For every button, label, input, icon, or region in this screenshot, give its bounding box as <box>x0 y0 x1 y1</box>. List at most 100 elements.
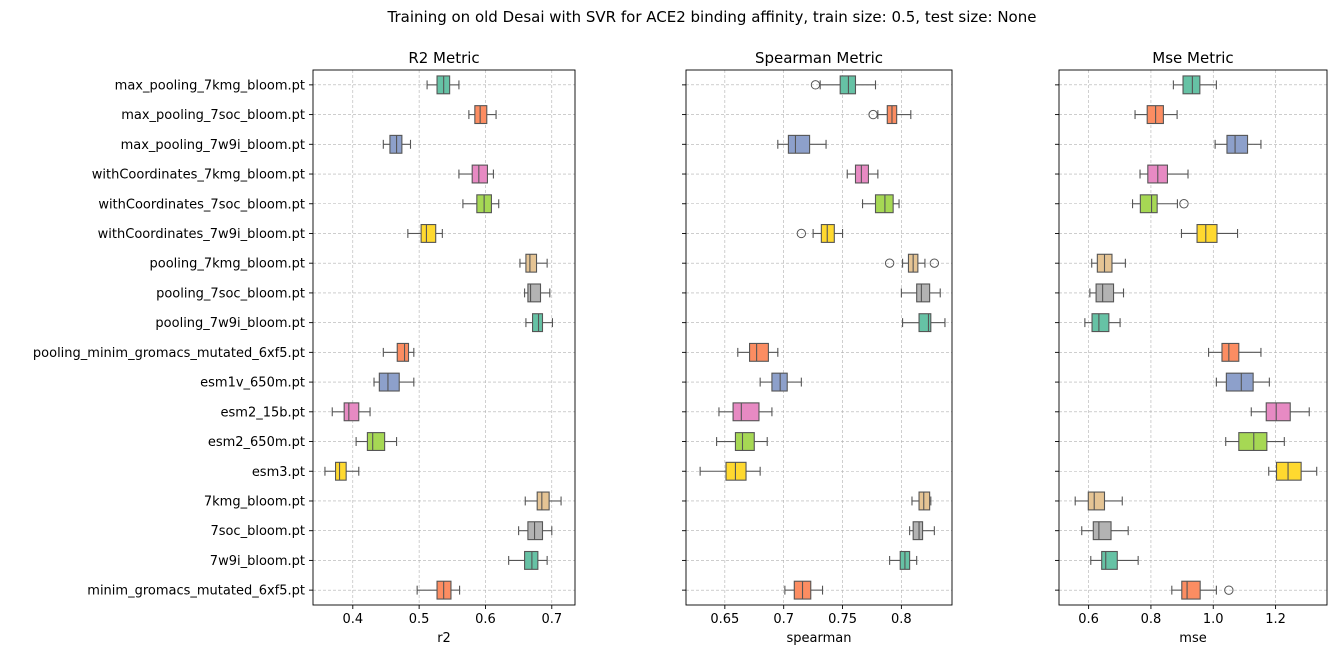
figure-title: Training on old Desai with SVR for ACE2 … <box>387 8 1037 26</box>
outlier-point <box>868 109 878 120</box>
box-body <box>1181 580 1201 600</box>
box-5 <box>462 194 500 214</box>
x-tick-label: 1.2 <box>1265 612 1286 627</box>
box-body <box>474 105 488 125</box>
box-body <box>918 313 932 333</box>
box-body <box>527 521 544 541</box>
box-13 <box>716 432 768 451</box>
box-5 <box>1131 194 1189 214</box>
box-body <box>536 491 550 511</box>
axes-frame <box>685 69 953 606</box>
axes-frame <box>1058 69 1328 606</box>
box-body <box>527 283 542 303</box>
y-tick-label: 7kmg_bloom.pt <box>204 494 305 509</box>
box-body <box>820 224 835 243</box>
box-9 <box>525 313 553 333</box>
panel-title: Spearman Metric <box>755 49 883 67</box>
box-16 <box>1081 521 1129 541</box>
x-tick-label: 0.8 <box>891 612 912 627</box>
y-tick-label: max_pooling_7kmg_bloom.pt <box>115 78 305 93</box>
box-18 <box>784 580 824 600</box>
box-body <box>732 402 760 422</box>
box-body <box>531 313 544 333</box>
box-15 <box>524 491 562 511</box>
box-5 <box>861 194 900 214</box>
box-body <box>343 402 360 422</box>
box-body <box>471 164 488 184</box>
y-tick-label: withCoordinates_7w9i_bloom.pt <box>98 227 305 242</box>
box-15 <box>911 491 932 511</box>
box-2 <box>468 105 497 125</box>
y-tick-label: 7soc_bloom.pt <box>210 524 305 539</box>
y-tick-label: esm2_15b.pt <box>221 405 305 420</box>
box-body <box>1095 283 1115 303</box>
y-tick-label: pooling_minim_gromacs_mutated_6xf5.pt <box>33 346 305 361</box>
box-17 <box>1090 550 1139 570</box>
x-tick-label: 0.6 <box>475 612 496 627</box>
box-body <box>771 372 788 392</box>
box-body <box>378 372 400 392</box>
y-tick-label: pooling_7soc_bloom.pt <box>156 286 305 301</box>
box-1 <box>1172 75 1217 95</box>
x-tick-label: 0.4 <box>342 612 363 627</box>
x-tick-label: 1.0 <box>1203 612 1224 627</box>
panels: R2 Metric 0.4 0.5 0.6 0.7 r2 max_pooling_7kmg_… <box>33 49 1328 646</box>
box-6 <box>407 224 443 243</box>
box-9 <box>1084 313 1121 333</box>
box-7 <box>884 253 940 273</box>
box-4 <box>458 164 494 184</box>
x-tick-label: 0.65 <box>710 612 739 627</box>
box-16 <box>518 521 553 541</box>
box-body <box>335 461 347 481</box>
box-body <box>1092 521 1112 541</box>
box-body <box>749 342 769 362</box>
box-body <box>1265 402 1291 422</box>
panel-title: R2 Metric <box>408 49 479 67</box>
y-tick-label: pooling_7w9i_bloom.pt <box>155 316 305 331</box>
box-body <box>396 342 410 362</box>
y-tick-label: max_pooling_7soc_bloom.pt <box>121 108 305 123</box>
box-body <box>787 134 811 154</box>
panel-2: Spearman Metric 0.65 0.7 0.75 0.8 spearman <box>682 49 953 646</box>
box-body <box>854 164 869 184</box>
y-tick-label: minim_gromacs_mutated_6xf5.pt <box>87 584 305 599</box>
box-body <box>1139 194 1158 214</box>
box-16 <box>909 521 935 541</box>
box-body <box>1225 372 1254 392</box>
outlier-point <box>796 228 807 239</box>
box-17 <box>889 550 918 570</box>
box-3 <box>777 134 827 154</box>
box-2 <box>1134 105 1178 125</box>
box-body <box>1101 550 1118 570</box>
box-7 <box>1091 253 1126 273</box>
box-9 <box>902 313 946 333</box>
x-tick-label: 0.7 <box>773 612 794 627</box>
box-3 <box>382 134 412 154</box>
box-15 <box>1074 491 1123 511</box>
box-14 <box>699 461 761 481</box>
box-body <box>525 253 538 273</box>
box-body <box>874 194 894 214</box>
box-2 <box>868 105 912 125</box>
y-tick-label: withCoordinates_7soc_bloom.pt <box>98 197 305 212</box>
box-8 <box>900 283 941 303</box>
box-11 <box>373 372 415 392</box>
x-axis-label: spearman <box>787 631 852 646</box>
box-body <box>524 550 539 570</box>
box-body <box>839 75 857 95</box>
box-body <box>1226 134 1249 154</box>
box-10 <box>737 342 779 362</box>
box-1 <box>426 75 460 95</box>
box-body <box>1196 224 1218 243</box>
x-tick-label: 0.7 <box>541 612 562 627</box>
x-tick-label: 0.6 <box>1078 612 1099 627</box>
box-1 <box>810 75 877 95</box>
box-8 <box>524 283 551 303</box>
x-tick-label: 0.75 <box>828 612 857 627</box>
y-tick-label: pooling_7kmg_bloom.pt <box>149 257 305 272</box>
y-tick-label: max_pooling_7w9i_bloom.pt <box>121 138 305 153</box>
box-17 <box>508 550 548 570</box>
x-tick-label: 0.8 <box>1141 612 1162 627</box>
box-body <box>1087 491 1106 511</box>
box-3 <box>1214 134 1262 154</box>
